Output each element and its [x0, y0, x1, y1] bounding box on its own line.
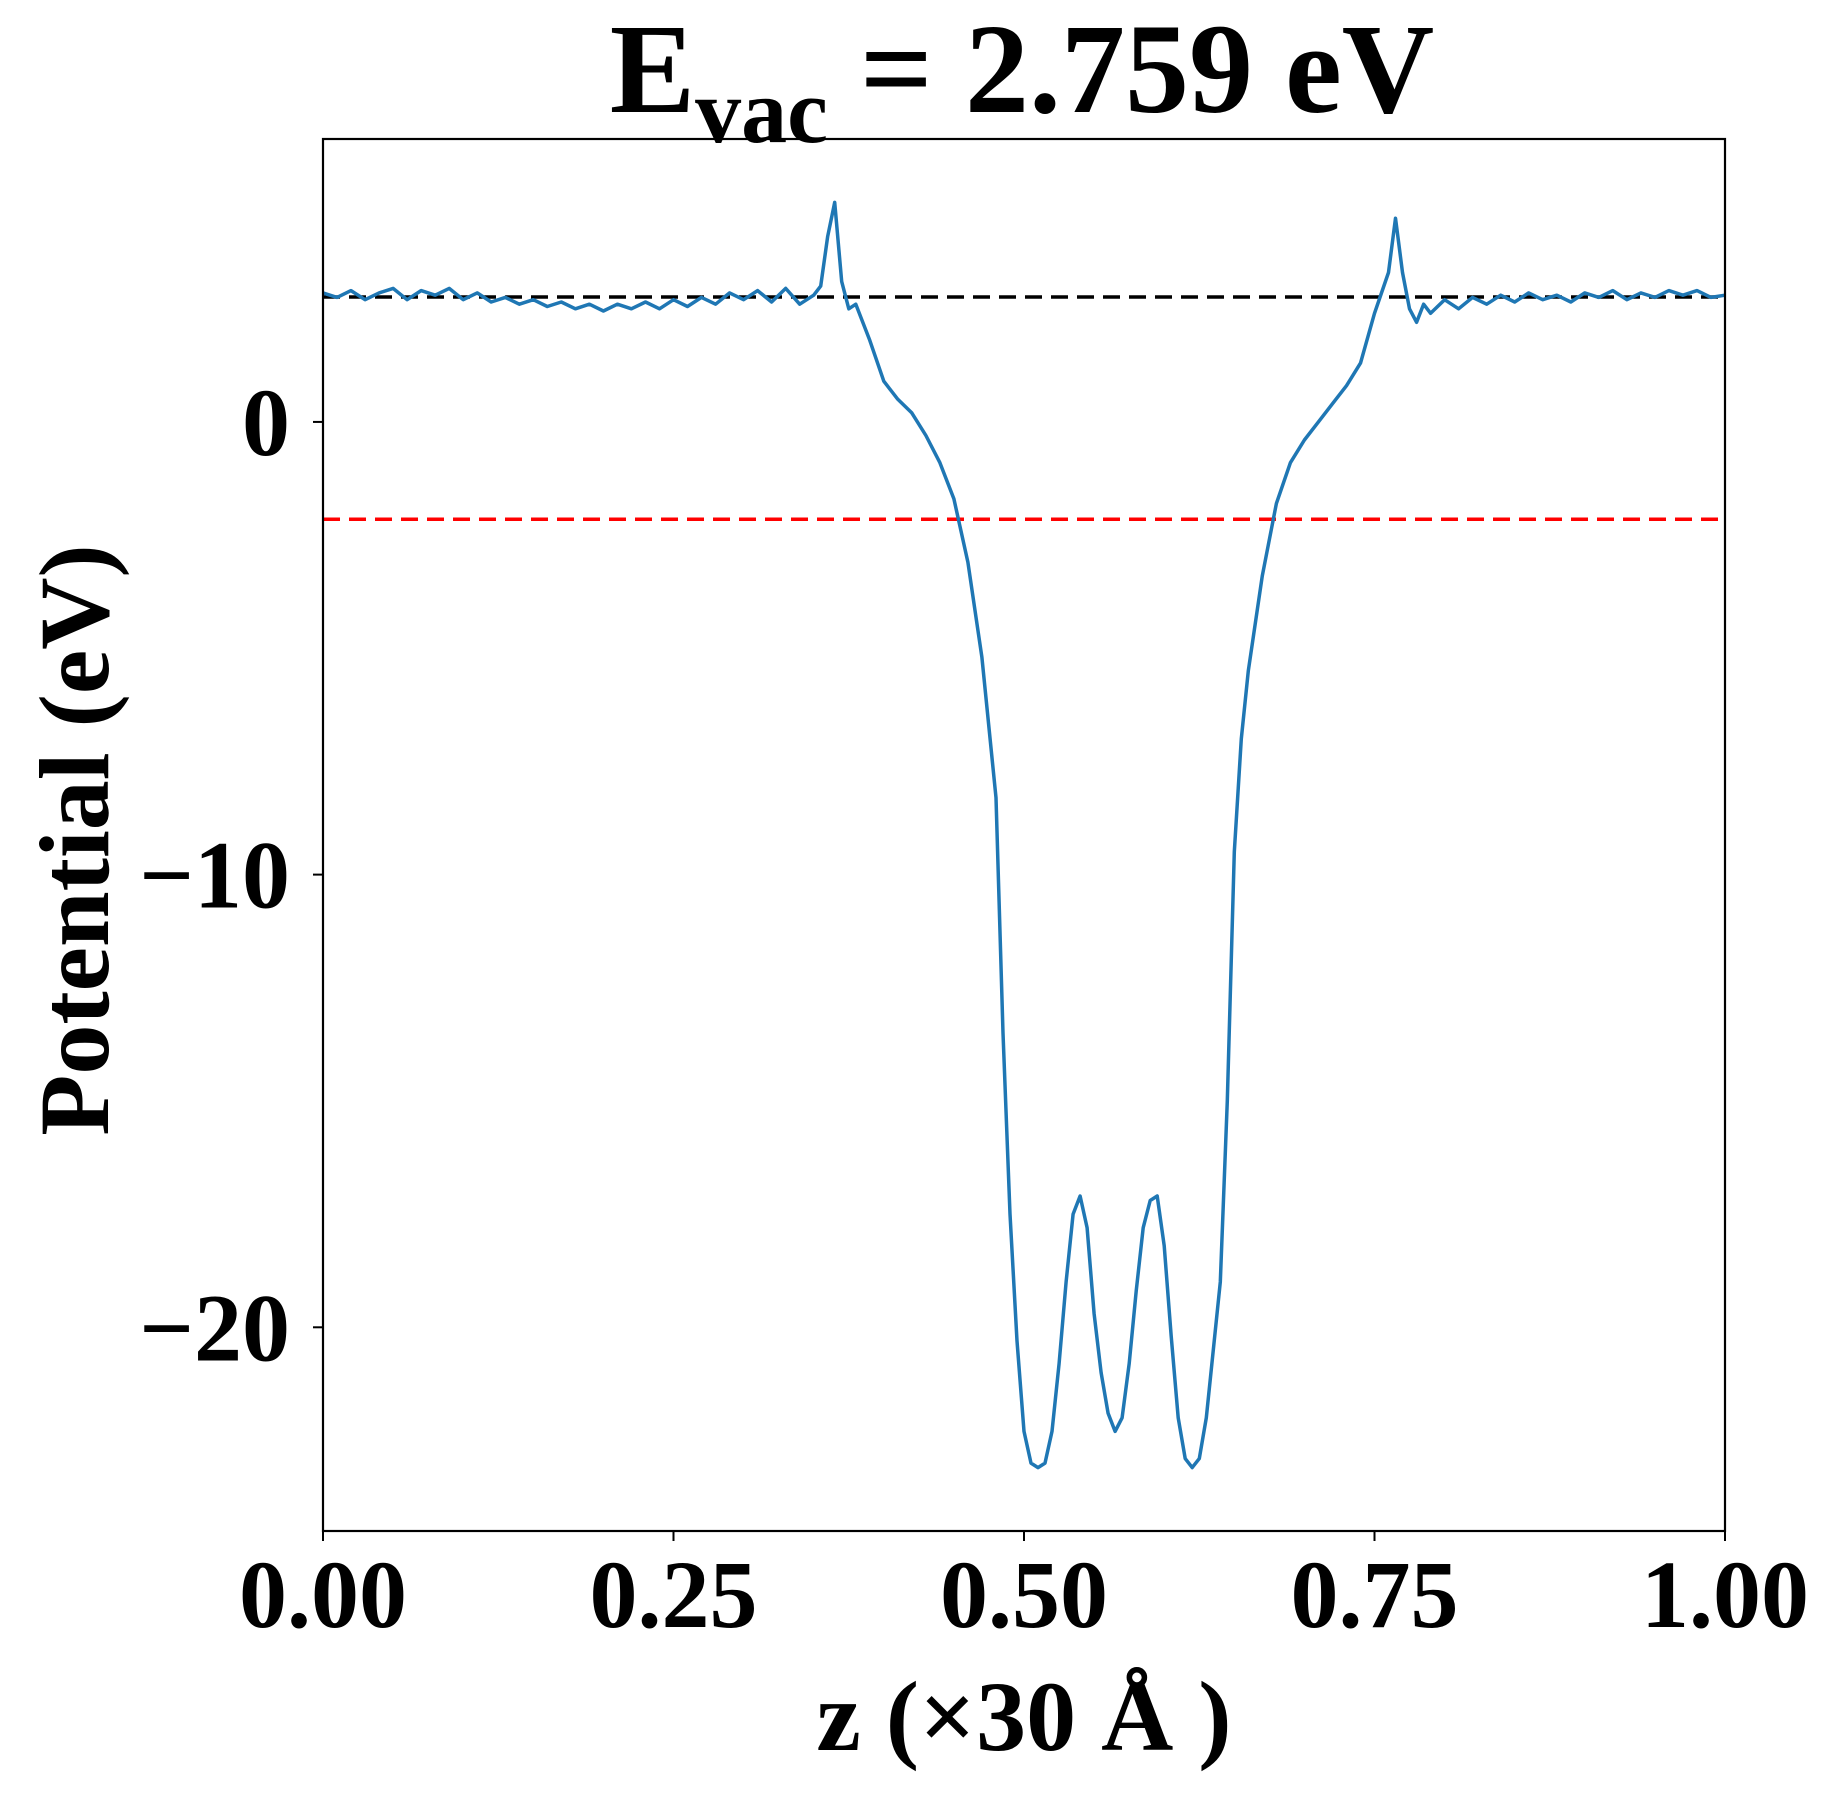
data-line: [322, 200, 1726, 1470]
x-tick-label: 0.25: [590, 1541, 758, 1648]
y-axis-label: Potential (eV): [19, 544, 130, 1135]
plot-frame: [321, 137, 1727, 1533]
y-tick-label: 0: [242, 369, 290, 476]
title-sub: vac: [695, 60, 828, 162]
title-rest: = 2.759 eV: [828, 0, 1434, 140]
x-tick-label: 0.50: [940, 1541, 1108, 1648]
y-tick-label: −10: [139, 822, 290, 929]
x-axis-label: z (×30 Å ): [816, 1661, 1231, 1772]
x-tick-label: 0.75: [1291, 1541, 1459, 1648]
y-tick-label: −20: [139, 1274, 290, 1381]
x-tick-label: 1.00: [1641, 1541, 1809, 1648]
title-main: E: [610, 0, 695, 140]
chart-title: Evac = 2.759 eV: [610, 0, 1434, 162]
x-tick-label: 0.00: [239, 1541, 407, 1648]
